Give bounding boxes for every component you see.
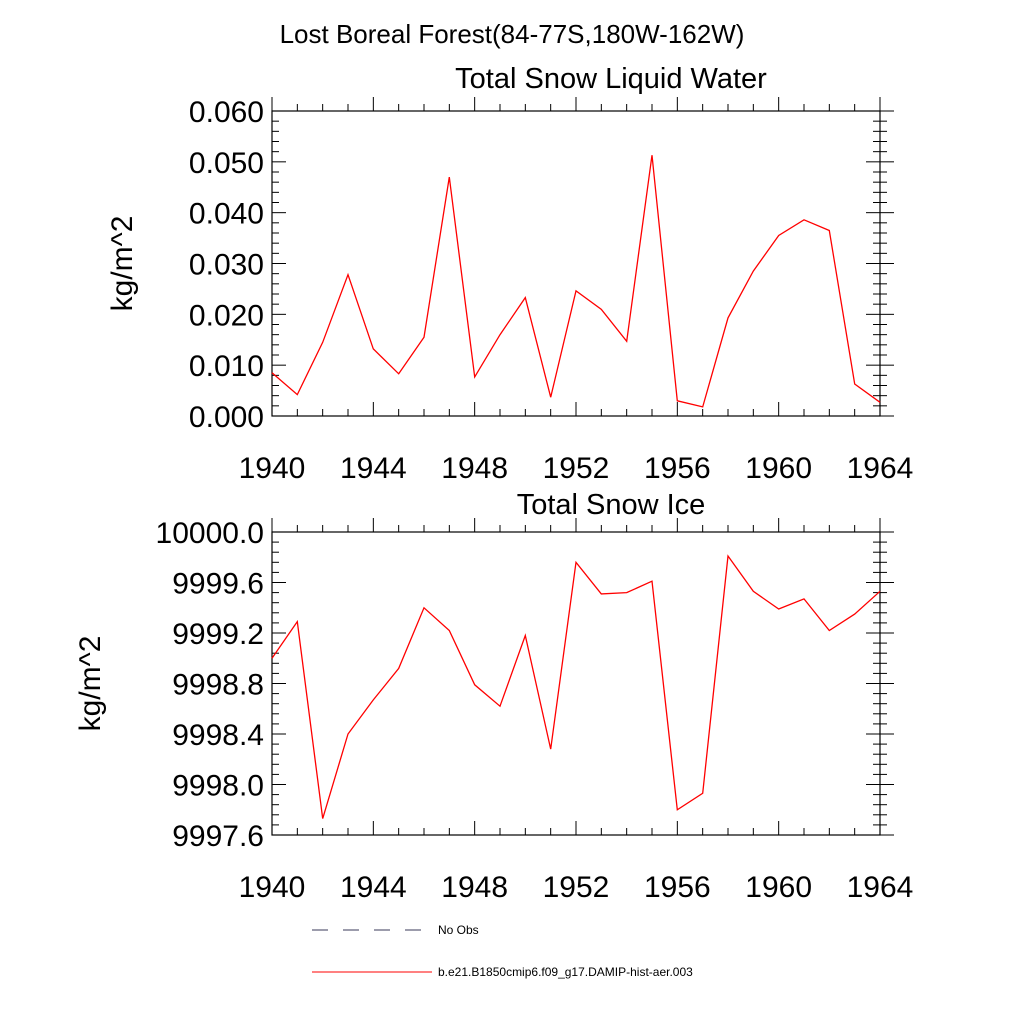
x-tick-label: 1964 (847, 452, 914, 485)
legend: No Obs b.e21.B1850cmip6.f09_g17.DAMIP-his… (312, 923, 693, 979)
series-line-1 (271, 155, 881, 408)
y-tick-label: 0.050 (189, 147, 264, 180)
y-tick-label: 0.040 (189, 198, 264, 231)
x-tick-label: 1948 (441, 871, 508, 904)
x-tick-label: 1944 (340, 452, 407, 485)
chart-title: Total Snow Ice (517, 489, 706, 521)
y-tick-label: 0.020 (189, 299, 264, 332)
legend-label-1: No Obs (438, 923, 479, 937)
y-tick-label: 0.000 (189, 401, 264, 434)
plots: Total Snow Liquid Water 1940 1944 1948 1952 1… (74, 63, 913, 904)
x-tick-label: 1940 (239, 871, 306, 904)
plot-frame (271, 110, 881, 417)
y-axis-label: kg/m^2 (74, 636, 107, 732)
x-tick-label: 1956 (644, 452, 711, 485)
x-tick-label: 1948 (441, 452, 508, 485)
y-tick-label: 9997.6 (172, 820, 264, 853)
y-axis-label: kg/m^2 (106, 216, 139, 312)
y-tick-label: 9998.8 (172, 669, 264, 702)
y-tick-label: 10000.0 (156, 517, 264, 550)
y-tick-label: 9999.6 (172, 568, 264, 601)
y-tick-label: 0.030 (189, 249, 264, 282)
x-tick-label: 1940 (239, 452, 306, 485)
x-tick-label: 1944 (340, 871, 407, 904)
y-tick-label: 0.060 (189, 96, 264, 129)
y-tick-label: 9998.4 (172, 719, 264, 752)
x-tick-label: 1964 (847, 871, 914, 904)
y-tick-label: 9998.0 (172, 770, 264, 803)
y-tick-label: 9999.2 (172, 618, 264, 651)
chart-panel-1: Total Snow Liquid Water 1940 1944 1948 1952 1… (106, 63, 913, 485)
y-tick-label: 0.010 (189, 350, 264, 383)
x-tick-label: 1960 (745, 452, 812, 485)
x-tick-label: 1952 (543, 871, 610, 904)
figure-title: Lost Boreal Forest(84-77S,180W-162W) (280, 19, 745, 49)
series-line-1 (271, 554, 881, 819)
x-tick-label: 1960 (745, 871, 812, 904)
x-tick-label: 1956 (644, 871, 711, 904)
x-tick-label: 1952 (543, 452, 610, 485)
legend-label-2: b.e21.B1850cmip6.f09_g17.DAMIP-hist-aer.… (438, 965, 693, 979)
chart-title: Total Snow Liquid Water (455, 63, 767, 95)
chart-panel-2: Total Snow Ice 1940 1944 1948 1952 1956 1960 19… (74, 489, 913, 904)
plot-frame (271, 531, 881, 836)
